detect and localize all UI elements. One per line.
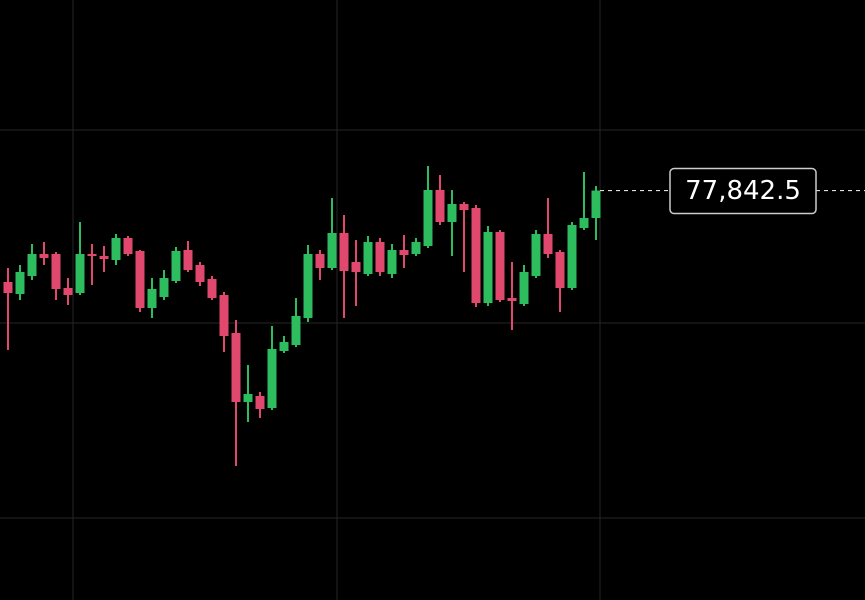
candle-body <box>111 238 121 260</box>
candle-body <box>87 254 97 256</box>
candle-body <box>27 254 37 276</box>
candle-body <box>171 251 181 281</box>
candle-body <box>219 295 229 336</box>
candle-body <box>519 272 529 304</box>
candle-body <box>99 256 109 259</box>
candle-body <box>555 252 565 288</box>
candle-body <box>591 190 601 218</box>
candle-body <box>459 204 469 210</box>
candle-body <box>495 232 505 300</box>
candle-body <box>327 233 337 268</box>
price-label: 77,842.5 <box>685 176 801 206</box>
candle-body <box>63 288 73 295</box>
candle-body <box>483 232 493 303</box>
candle-body <box>231 333 241 402</box>
candle-body <box>387 250 397 274</box>
candle-body <box>507 298 517 301</box>
candle-body <box>339 233 349 271</box>
candle-body <box>15 272 25 294</box>
price-label-box <box>669 167 817 215</box>
candle-body <box>315 254 325 268</box>
candle-body <box>543 234 553 254</box>
candle-body <box>579 218 589 228</box>
candle-body <box>3 282 13 293</box>
candle-body <box>39 254 49 258</box>
candle-body <box>531 234 541 276</box>
candle-body <box>135 251 145 308</box>
candle-body <box>399 250 409 255</box>
candle-body <box>567 225 577 288</box>
candle-body <box>375 242 385 272</box>
candle-body <box>147 289 157 308</box>
candle-body <box>435 190 445 222</box>
candle-body <box>123 238 133 254</box>
candle-body <box>159 278 169 297</box>
candle-body <box>351 262 361 272</box>
candle-body <box>183 250 193 270</box>
candle-body <box>291 316 301 345</box>
candle-body <box>207 279 217 298</box>
candle-body <box>447 204 457 222</box>
candle-body <box>243 394 253 402</box>
candle-body <box>423 190 433 246</box>
candle-body <box>75 254 85 293</box>
candle-body <box>255 396 265 409</box>
candle-body <box>267 349 277 408</box>
candle-body <box>195 265 205 282</box>
candle-body <box>51 254 61 289</box>
candle-body <box>411 242 421 254</box>
candle-body <box>279 342 289 351</box>
candle-body <box>471 208 481 303</box>
candle-body <box>303 254 313 318</box>
candle-body <box>363 242 373 274</box>
